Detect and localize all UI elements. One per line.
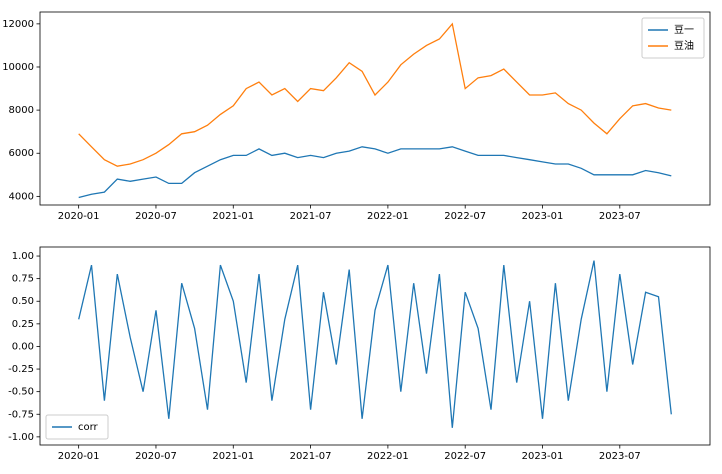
legend-label: 豆一 <box>674 24 694 36</box>
line-series <box>78 146 672 199</box>
y-tick-label: 6000 <box>9 148 34 159</box>
x-tick-label: 2021-01 <box>212 451 254 462</box>
y-tick-label: -0.50 <box>8 387 34 398</box>
y-tick-label: 4000 <box>9 191 34 202</box>
y-tick-label: 0.25 <box>12 319 34 330</box>
x-tick-label: 2023-01 <box>522 451 564 462</box>
x-tick-label: 2023-07 <box>599 211 641 222</box>
x-tick-label: 2020-07 <box>135 211 177 222</box>
legend-label: corr <box>78 422 99 433</box>
y-tick-label: 1.00 <box>12 251 34 262</box>
x-tick-label: 2021-01 <box>212 211 254 222</box>
y-tick-label: 10000 <box>2 62 34 73</box>
legend-box <box>45 414 109 440</box>
axes-frame <box>39 11 711 206</box>
legend-box <box>641 17 705 59</box>
x-tick-label: 2020-01 <box>58 211 100 222</box>
axes-frame <box>39 246 711 446</box>
x-tick-label: 2023-07 <box>599 451 641 462</box>
y-tick-label: 12000 <box>2 19 34 30</box>
y-tick-label: 0.50 <box>12 296 34 307</box>
line-series <box>78 22 672 167</box>
x-tick-label: 2020-01 <box>58 451 100 462</box>
x-tick-label: 2021-07 <box>290 211 332 222</box>
x-tick-label: 2022-01 <box>367 451 409 462</box>
x-tick-label: 2023-01 <box>522 211 564 222</box>
y-tick-label: 8000 <box>9 105 34 116</box>
x-tick-label: 2021-07 <box>290 451 332 462</box>
legend-label: 豆油 <box>674 39 694 52</box>
y-tick-label: 0.00 <box>12 341 34 352</box>
y-tick-label: -0.75 <box>8 409 34 420</box>
x-tick-label: 2022-01 <box>367 211 409 222</box>
y-tick-label: 0.75 <box>12 274 34 285</box>
y-tick-label: -0.25 <box>8 364 34 375</box>
x-tick-label: 2022-07 <box>444 211 486 222</box>
y-tick-label: -1.00 <box>8 432 34 443</box>
x-tick-label: 2022-07 <box>444 451 486 462</box>
x-tick-label: 2020-07 <box>135 451 177 462</box>
line-series <box>78 260 672 428</box>
